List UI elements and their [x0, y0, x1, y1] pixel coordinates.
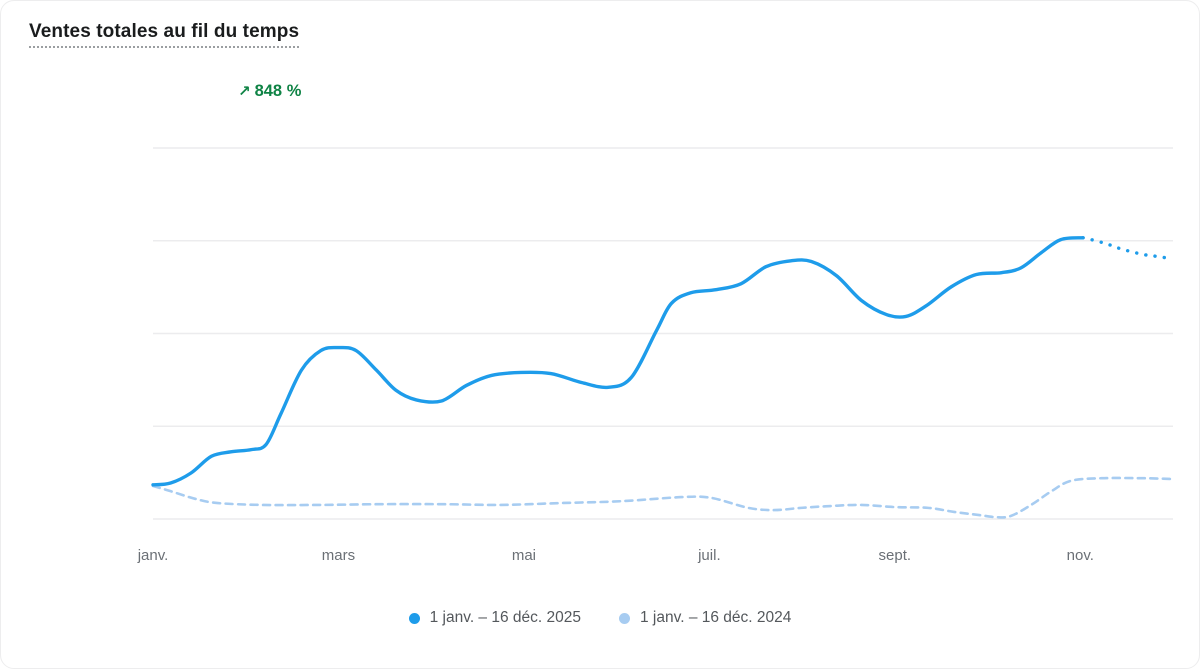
legend-label-2024: 1 janv. – 16 déc. 2024: [640, 609, 792, 626]
x-tick-janv: janv.: [137, 547, 169, 564]
x-tick-mars: mars: [321, 547, 356, 564]
change-indicator: ↗ 848 %: [238, 82, 301, 101]
series-line-2024[interactable]: [151, 476, 1173, 519]
chart-legend: 1 janv. – 16 déc. 2025 1 janv. – 16 déc.…: [1, 609, 1199, 627]
series-line-2025-projection[interactable]: [1081, 236, 1173, 261]
legend-item-2025: 1 janv. – 16 déc. 2025: [408, 609, 581, 627]
card-header: Ventes totales au fil du temps: [29, 21, 300, 48]
series-line-2025[interactable]: [151, 236, 1085, 487]
x-tick-sept: sept.: [878, 547, 912, 564]
legend-dot-2025-icon: [408, 612, 420, 624]
x-tick-nov: nov.: [1066, 547, 1094, 564]
x-tick-juil: juil.: [698, 547, 721, 564]
trend-up-arrow-icon: ↗: [238, 83, 251, 100]
legend-dot-2024-icon: [619, 612, 630, 624]
legend-label-2025: 1 janv. – 16 déc. 2025: [429, 609, 581, 626]
page-title: Ventes totales au fil du temps: [29, 21, 300, 48]
x-tick-mai: mai: [511, 547, 536, 564]
legend-item-2024: 1 janv. – 16 déc. 2024: [619, 609, 791, 627]
chart-title-tooltip-trigger[interactable]: Ventes totales au fil du temps: [29, 21, 300, 48]
x-axis-labels: janv. mars mai juil. sept. nov.: [1, 547, 1199, 569]
change-percentage: 848 %: [254, 82, 302, 100]
